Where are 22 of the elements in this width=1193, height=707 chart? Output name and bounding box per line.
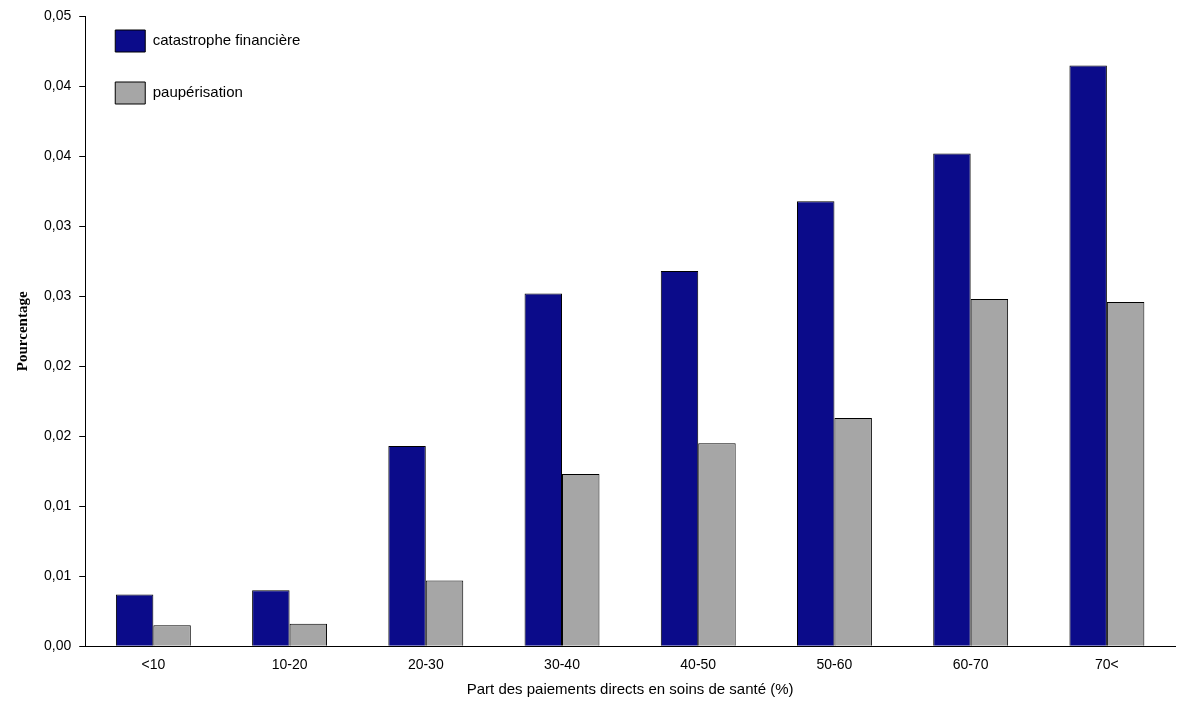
x-tick-label: 70< (1095, 656, 1119, 673)
x-axis-title: Part des paiements directs en soins de santé (%) (466, 680, 794, 698)
y-tick-label: 0,01 (44, 567, 72, 584)
y-tick-label: 0,02 (44, 357, 72, 374)
legend-label: catastrophe financière (152, 31, 301, 49)
y-tick-label: 0,04 (44, 77, 72, 94)
y-tick-label: 0,02 (44, 427, 72, 444)
x-tick-label: 20-30 (407, 656, 444, 673)
x-tick-label: 30-40 (544, 656, 581, 673)
y-tick-label: 0,00 (44, 637, 72, 654)
x-tick-label: 10-20 (271, 656, 308, 673)
y-tick-label: 0,03 (44, 287, 72, 304)
x-tick-label: 40-50 (680, 656, 717, 673)
y-tick-label: 0,03 (44, 217, 72, 234)
legend-label: paupérisation (152, 83, 243, 101)
y-tick-label: 0,01 (44, 497, 72, 514)
x-tick-label: <10 (141, 656, 166, 673)
y-tick-label: 0,04 (44, 147, 72, 164)
x-tick-label: 60-70 (952, 656, 989, 673)
y-tick-label: 0,05 (44, 7, 72, 24)
y-axis-title: Pourcentage (13, 291, 30, 372)
x-tick-label: 50-60 (816, 656, 853, 673)
